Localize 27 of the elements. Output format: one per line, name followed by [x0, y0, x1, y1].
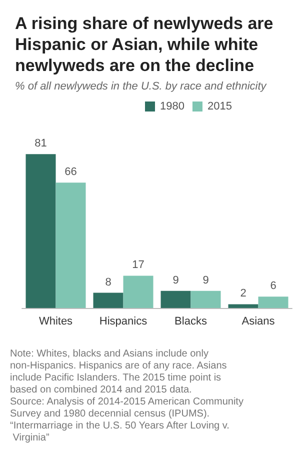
x-tick-label: Whites [38, 316, 74, 328]
bar [190, 290, 221, 308]
text: Note: Whites, blacks and Asians include only non-Hispanics. Hispanics are of any race. Asians include Pacific Islanders. The 2015 time point is based on combined 2014 and 2015 data. [10, 348, 230, 396]
data-label: 66 [64, 166, 77, 178]
source-note: Source: Analysis of 2014-2015 American Community Survey and 1980 decennial census (IPUMS). [10, 396, 246, 420]
bar [123, 276, 154, 308]
chart-subtitle: % of all newlyweds in the U.S. by race and ethnicity [15, 80, 268, 92]
bar [258, 296, 288, 308]
x-tick-label: Hispanics [99, 316, 148, 328]
data-label: 9 [202, 274, 209, 286]
data-label: 8 [105, 276, 112, 288]
chart-title: A rising share of newlyweds are Hispanic or Asian, while white newlyweds are on the decline [15, 14, 278, 75]
data-label: 81 [34, 138, 47, 150]
bar [93, 292, 124, 308]
bar [26, 154, 56, 308]
data-label: 6 [270, 280, 276, 292]
data-label: 9 [172, 274, 179, 286]
bar [56, 182, 86, 308]
x-tick-label: Asians [242, 316, 276, 328]
legend-label: 1980 [160, 100, 184, 112]
bar [228, 304, 258, 308]
data-label: 2 [240, 288, 246, 300]
x-tick-label: Blacks [174, 316, 208, 328]
legend-label: 2015 [207, 100, 232, 112]
text: “Intermarriage in the U.S. 50 Years After Loving v. Virginia” [10, 420, 230, 444]
data-label: 17 [132, 259, 144, 272]
bar [160, 290, 191, 308]
